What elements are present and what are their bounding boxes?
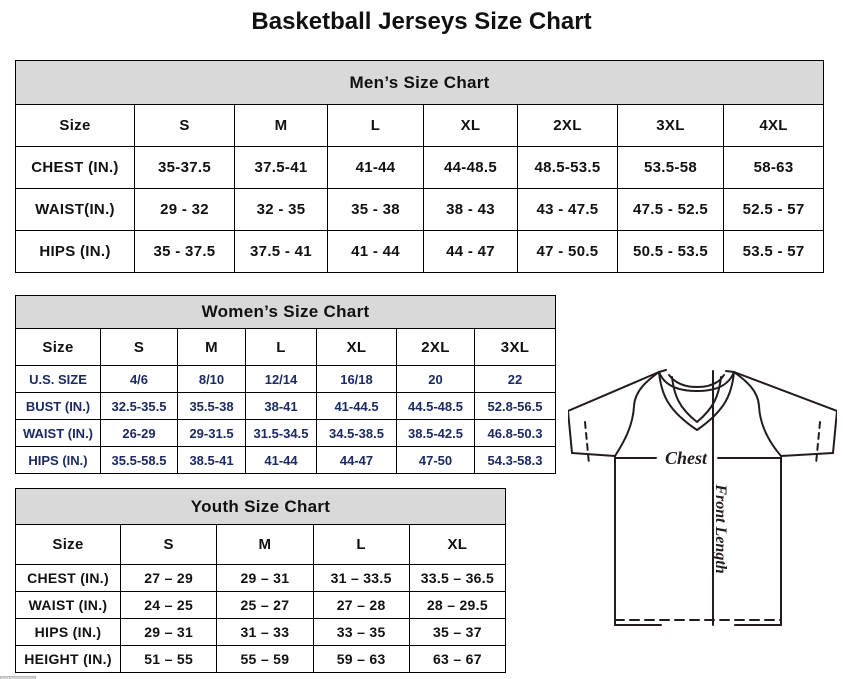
svg-text:Front Length: Front Length xyxy=(712,483,729,573)
svg-text:Chest: Chest xyxy=(665,448,708,468)
